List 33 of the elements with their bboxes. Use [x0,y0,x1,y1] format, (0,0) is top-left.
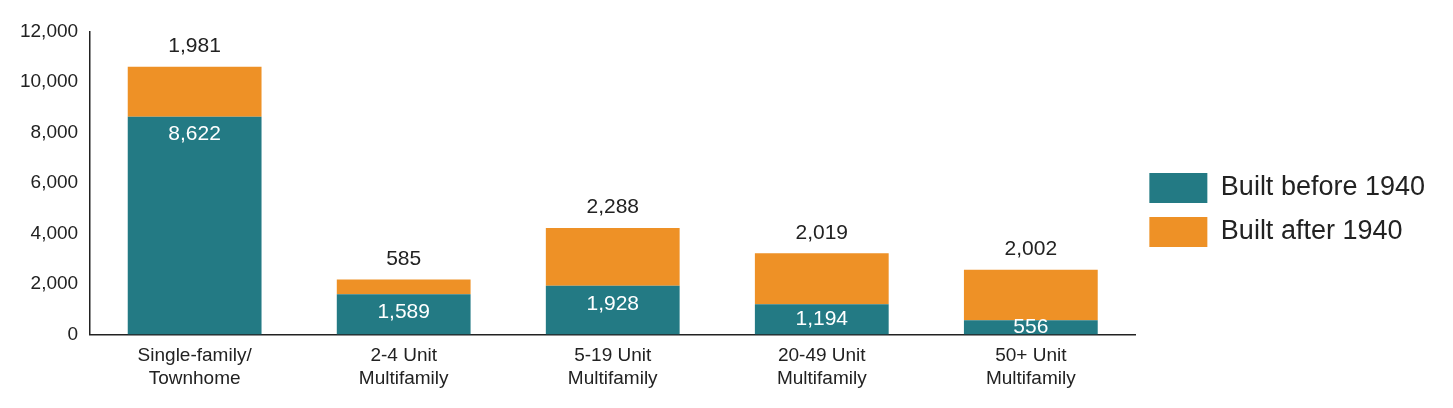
bar [127,66,262,117]
y-tick-label: 0 [67,322,79,344]
y-tick-label: 12,000 [19,19,79,41]
y-tick-label: 8,000 [30,120,79,142]
legend-label: Built after 1940 [1220,215,1403,246]
data-label: 2,002 [1004,236,1058,260]
x-tick-label: 20-49 Unit Multifamily [776,344,868,388]
y-tick-label: 2,000 [30,272,79,294]
x-tick-label: Single-family/ Townhome [137,344,253,388]
data-label: 1,194 [795,306,849,330]
bar [336,279,471,295]
legend-label: Built before 1940 [1220,171,1426,202]
bar [127,116,262,335]
y-tick-label: 10,000 [19,70,79,92]
bar [754,253,889,305]
data-label: 556 [1013,314,1049,338]
data-label: 585 [386,245,422,269]
bar [754,304,889,335]
data-label: 2,019 [795,219,849,243]
x-tick-label: 2-4 Unit Multifamily [358,344,450,388]
bar [336,294,471,335]
data-label: 2,288 [586,194,640,218]
bar [545,285,680,335]
x-tick-label: 50+ Unit Multifamily [985,344,1077,388]
bar [545,227,680,286]
data-label: 1,981 [168,32,221,56]
y-tick-label: 6,000 [30,171,79,193]
x-tick-label: 5-19 Unit Multifamily [567,344,659,388]
data-label: 8,622 [168,121,221,145]
y-tick-label: 4,000 [30,221,79,243]
data-label: 1,589 [377,299,430,323]
data-label: 1,928 [586,290,640,314]
bar [963,269,1098,321]
